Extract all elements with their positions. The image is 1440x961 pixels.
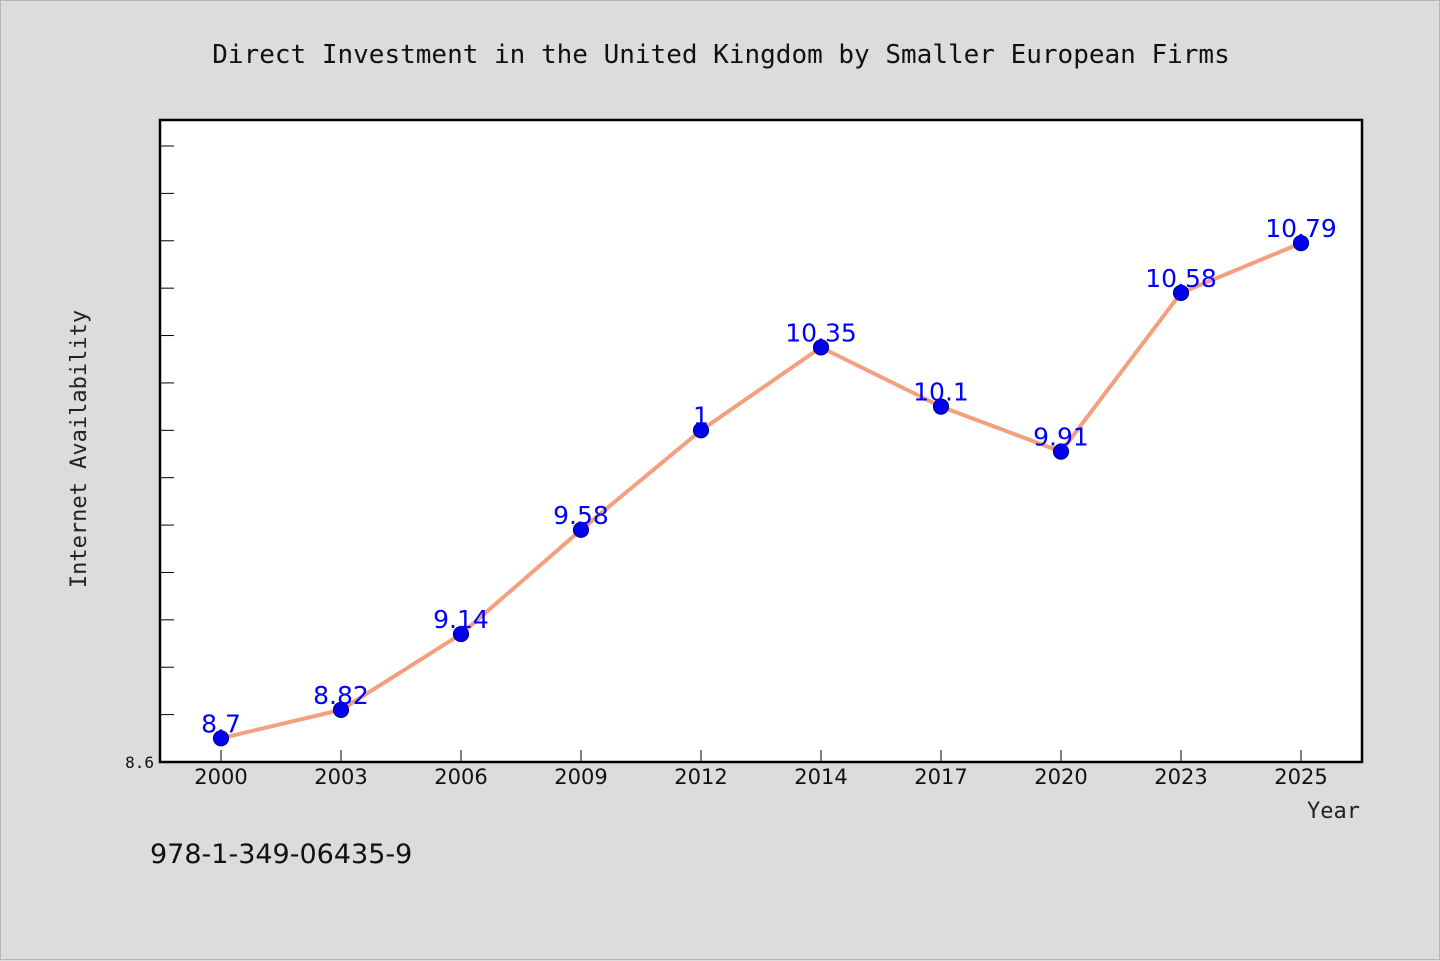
data-label: 1 [693,401,709,430]
data-label: 8.82 [313,681,369,710]
data-point [332,701,350,718]
x-tick-label: 2014 [794,765,847,789]
x-tick-label: 2003 [314,765,367,789]
data-label: 10.79 [1265,214,1337,243]
data-point [1052,443,1070,460]
x-axis-ticks: 2000 2003 2006 2009 2012 2014 2017 2020 2023 2025 [194,750,1328,789]
data-point [452,625,470,643]
data-point [812,339,830,356]
y-axis-title: Internet Availability [67,310,92,588]
data-point [932,398,950,415]
data-label: 9.91 [1033,423,1089,452]
data-label: 10.58 [1145,264,1217,293]
x-tick-label: 2012 [674,765,727,789]
data-label: 9.14 [433,605,489,634]
data-point [1172,284,1190,301]
data-point [692,422,710,439]
data-point [1292,235,1310,252]
series-line [219,241,1303,741]
data-label: 9.58 [553,501,609,530]
x-axis-title: Year [1307,799,1360,824]
x-tick-label: 2000 [194,765,247,789]
x-tick-label: 2006 [434,765,487,789]
series-layer: 8.7 8.82 9.14 9.58 1 10.35 10.1 9.91 10.58 10.79 [201,214,1337,747]
y-tick-label: 8.6 [125,753,154,772]
x-tick-label: 2017 [914,765,967,789]
data-point [212,730,230,747]
chart-title: Direct Investment in the United Kingdom … [212,40,1229,70]
x-tick-label: 2020 [1034,765,1087,789]
data-label: 10.1 [913,378,969,407]
x-tick-label: 2023 [1154,765,1207,789]
data-point [572,521,590,538]
x-tick-label: 2009 [554,765,607,789]
x-tick-label: 2025 [1274,765,1327,789]
isbn-footer: 978-1-349-06435-9 [150,839,412,870]
y-axis-ticks: 8.6 [125,145,174,772]
plot-area [158,118,1364,764]
data-label: 8.7 [201,709,241,738]
data-label: 10.35 [785,318,857,347]
